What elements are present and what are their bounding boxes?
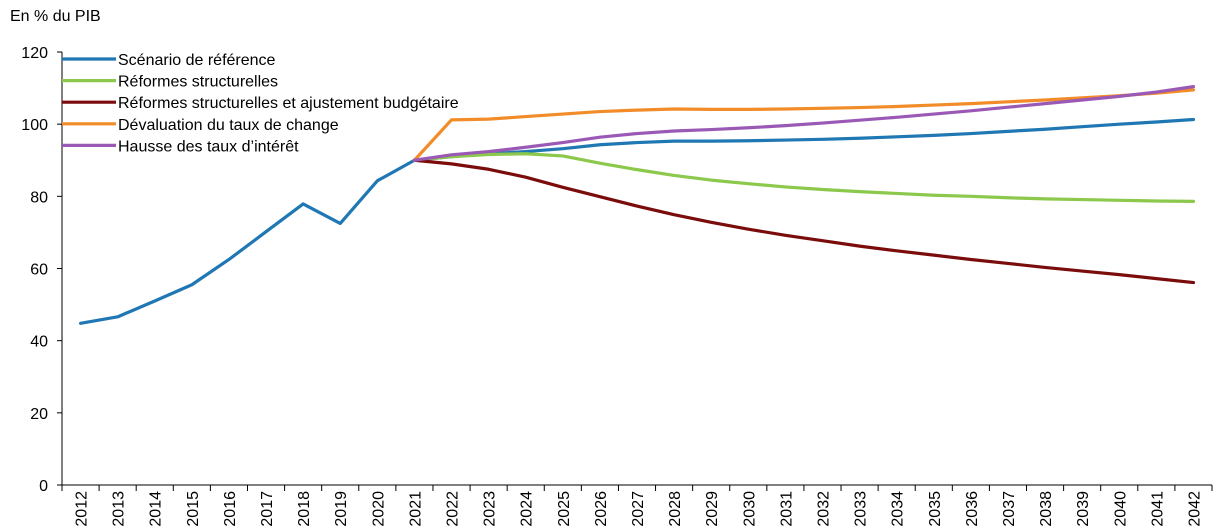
series-line-0 <box>78 117 1196 325</box>
series-line-2 <box>412 158 1196 285</box>
y-tick-label: 80 <box>30 189 48 206</box>
unit-label: En % du PIB <box>10 8 101 25</box>
x-tick-label: 2023 <box>482 491 499 527</box>
legend-label: Réformes structurelles <box>118 74 278 91</box>
x-tick-label: 2019 <box>333 491 350 527</box>
series-line-1 <box>412 152 1196 203</box>
x-tick-label: 2041 <box>1149 491 1166 527</box>
y-tick-label: 20 <box>30 406 48 423</box>
x-tick-label: 2030 <box>741 491 758 527</box>
x-tick-label: 2022 <box>445 491 462 527</box>
series-lines <box>78 85 1196 325</box>
series-line-4 <box>412 85 1196 162</box>
x-tick-label: 2016 <box>222 491 239 527</box>
legend-label: Réformes structurelles et ajustement bud… <box>118 95 459 112</box>
x-tick-label: 2034 <box>890 491 907 527</box>
x-tick-label: 2024 <box>519 491 536 527</box>
y-tick-label: 120 <box>21 45 48 62</box>
x-tick-label: 2037 <box>1001 491 1018 527</box>
x-tick-label: 2014 <box>148 491 165 527</box>
x-tick-label: 2013 <box>111 491 128 527</box>
x-tick-label: 2035 <box>927 491 944 527</box>
legend: Scénario de référence Réformes structurel… <box>62 52 459 155</box>
x-tick-label: 2036 <box>964 491 981 527</box>
series-line-3 <box>412 88 1196 162</box>
x-tick-label: 2012 <box>74 491 91 527</box>
x-tick-label: 2031 <box>778 491 795 527</box>
x-tick-label: 2028 <box>667 491 684 527</box>
x-tick-label: 2029 <box>704 491 721 527</box>
x-tick-label: 2018 <box>296 491 313 527</box>
x-tick-label: 2015 <box>185 491 202 527</box>
x-tick-label: 2039 <box>1075 491 1092 527</box>
y-tick-label: 100 <box>21 117 48 134</box>
x-tick-label: 2032 <box>815 491 832 527</box>
x-tick-label: 2021 <box>407 491 424 527</box>
y-tick-label: 60 <box>30 262 48 279</box>
x-tick-label: 2025 <box>556 491 573 527</box>
y-tick-label: 40 <box>30 334 48 351</box>
x-tick-label: 2026 <box>593 491 610 527</box>
x-tick-label: 2020 <box>370 491 387 527</box>
x-tick-label: 2038 <box>1038 491 1055 527</box>
legend-label: Dévaluation du taux de change <box>118 117 339 134</box>
x-tick-label: 2017 <box>259 491 276 527</box>
legend-label: Hausse des taux d’intérêt <box>118 138 299 155</box>
x-tick-label: 2040 <box>1112 491 1129 527</box>
y-tick-label: 0 <box>39 478 48 495</box>
legend-label: Scénario de référence <box>118 52 276 69</box>
x-tick-label: 2042 <box>1186 491 1203 527</box>
x-tick-label: 2027 <box>630 491 647 527</box>
x-tick-label: 2033 <box>853 491 870 527</box>
